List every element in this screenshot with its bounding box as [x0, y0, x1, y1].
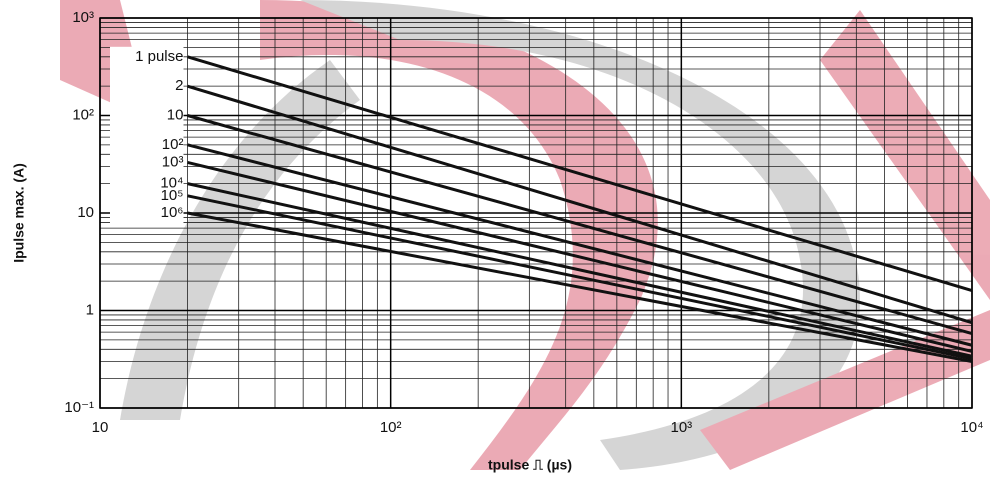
- series-line: [187, 194, 973, 361]
- x-tick-label: 10⁴: [960, 419, 983, 436]
- legend-label: 2: [175, 77, 183, 94]
- legend-label: 10⁶: [161, 204, 184, 221]
- y-axis-title: Ipulse max. (A): [11, 163, 27, 263]
- x-tick-label: 10³: [670, 419, 692, 436]
- legend-box: [110, 46, 184, 224]
- x-axis-title: tpulse ⎍ (µs): [488, 457, 572, 473]
- watermark-shape: [300, 0, 860, 470]
- watermark: [60, 0, 990, 470]
- watermark-shape: [820, 10, 990, 300]
- y-tick-label: 10²: [72, 106, 94, 123]
- legend-label: 10³: [162, 153, 184, 170]
- watermark-shape: [120, 60, 360, 420]
- x-tick-label: 10²: [380, 419, 402, 436]
- legend-label: 10⁵: [161, 187, 184, 204]
- legend-label: 10²: [162, 136, 184, 153]
- watermark-shape: [260, 0, 658, 470]
- series-line: [187, 143, 973, 347]
- legend-label: 1 pulse: [135, 48, 183, 65]
- y-tick-label: 1: [86, 301, 94, 318]
- series-line: [187, 182, 973, 358]
- series-line: [187, 84, 973, 325]
- x-tick-label: 10: [92, 419, 109, 436]
- series-line: [187, 55, 973, 293]
- series-line: [187, 211, 973, 363]
- legend-label: 10⁴: [160, 175, 183, 192]
- legend-label: 10: [167, 106, 184, 123]
- y-tick-label: 10: [77, 204, 94, 221]
- y-tick-label: 10³: [72, 9, 94, 26]
- y-tick-label: 10⁻¹: [64, 399, 94, 416]
- series-line: [187, 114, 973, 336]
- plot-frame: [99, 17, 973, 409]
- series-line: [187, 160, 973, 353]
